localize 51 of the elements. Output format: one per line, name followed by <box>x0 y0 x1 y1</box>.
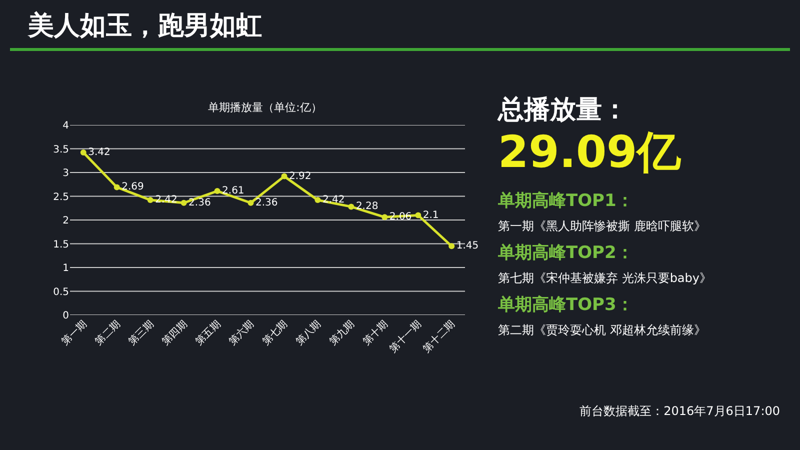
x-tick-label: 第六期 <box>226 318 256 348</box>
y-tick-label: 3 <box>62 168 69 179</box>
y-tick-label: 4 <box>62 120 69 132</box>
x-tick-label: 第三期 <box>126 318 156 348</box>
point <box>180 200 187 206</box>
text: 第二期《贾玲耍心机 邓超林允续前缘》 <box>498 322 707 339</box>
text: 总播放量： <box>498 94 629 127</box>
data-label: 2.36 <box>188 197 211 208</box>
point <box>348 204 354 210</box>
point <box>248 200 254 206</box>
point <box>314 197 321 204</box>
data-label: 3.42 <box>88 147 110 158</box>
x-tick-label: 第四期 <box>160 318 190 348</box>
text: 前台数据截至：2016年7月6日17:00 <box>580 403 780 420</box>
y-tick-label: 1.5 <box>53 239 69 250</box>
point <box>147 197 154 204</box>
point <box>382 214 388 220</box>
text: 单期高峰TOP3： <box>498 294 634 316</box>
point <box>114 184 120 190</box>
point <box>214 188 220 194</box>
data-label: 2.28 <box>356 201 378 212</box>
data-label: 1.45 <box>456 240 479 252</box>
y-tick-label: 0.5 <box>53 286 69 298</box>
point <box>80 150 86 156</box>
data-label: 2.92 <box>288 170 312 182</box>
point <box>281 173 288 180</box>
x-tick-label: 第九期 <box>327 318 357 348</box>
data-label: 2.36 <box>256 197 278 208</box>
text: 29.09亿 <box>498 127 682 179</box>
text: 第一期《黑人助阵惨被撕 鹿晗吓腿软》 <box>498 218 707 235</box>
data-label: 2.42 <box>155 194 178 206</box>
y-tick-label: 2 <box>62 216 69 226</box>
point <box>415 212 422 218</box>
x-tick-label: 第七期 <box>260 318 290 348</box>
x-tick-label: 第二期 <box>92 318 123 348</box>
chart-title: 美人如玉，跑男如虹 <box>28 10 262 43</box>
text: 第七期《宋仲基被嫌弃 光洙只要baby》 <box>498 270 713 287</box>
data-label: 2.61 <box>222 186 244 197</box>
point <box>448 243 455 250</box>
text: 单期高峰TOP1： <box>498 190 634 212</box>
data-label: 2.06 <box>389 212 412 223</box>
chart-subtitle: 单期播放量（单位:亿） <box>208 100 322 114</box>
x-tick-label: 第八期 <box>294 318 324 348</box>
x-tick-label: 第五期 <box>193 318 223 348</box>
text: 单期高峰TOP2： <box>498 242 634 264</box>
data-label: 2.69 <box>122 182 144 193</box>
y-tick-label: 1 <box>62 263 69 274</box>
data-label: 2.42 <box>322 194 345 206</box>
y-tick-label: 3.5 <box>53 144 69 156</box>
data-label: 2.1 <box>422 210 439 221</box>
y-tick-label: 2.5 <box>53 192 69 203</box>
